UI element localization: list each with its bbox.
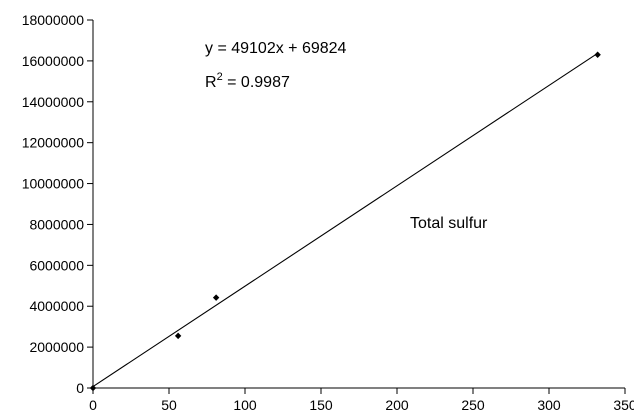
r-squared-superscript: 2 xyxy=(217,71,223,83)
x-tick-label-3: 150 xyxy=(309,397,333,413)
y-tick-label-1: 2000000 xyxy=(29,339,84,355)
y-tick-label-4: 8000000 xyxy=(29,216,84,232)
x-tick-label-2: 100 xyxy=(233,397,257,413)
y-ticks: 0 2000000 4000000 6000000 8000000 10000000 120… xyxy=(22,12,93,396)
x-tick-label-0: 0 xyxy=(89,397,97,413)
y-tick-label-6: 12000000 xyxy=(22,135,85,151)
data-point-1 xyxy=(174,332,182,340)
y-tick-label-7: 14000000 xyxy=(22,94,85,110)
y-tick-label-2: 4000000 xyxy=(29,298,84,314)
y-tick-label-0: 0 xyxy=(76,380,84,396)
data-point-3 xyxy=(594,51,601,58)
data-points xyxy=(89,51,601,392)
trendline xyxy=(92,52,598,388)
r-squared-label: R2 = 0.9987 xyxy=(205,71,290,91)
equation-label: y = 49102x + 69824 xyxy=(205,40,347,57)
x-tick-label-5: 250 xyxy=(461,397,485,413)
data-point-2 xyxy=(212,294,220,301)
y-tick-label-5: 10000000 xyxy=(22,176,85,192)
y-tick-label-3: 6000000 xyxy=(29,257,84,273)
x-ticks: 0 50 100 150 200 250 300 350 xyxy=(89,388,634,413)
x-tick-label-1: 50 xyxy=(161,397,177,413)
r-squared-value: = 0.9987 xyxy=(223,74,290,91)
data-point-0 xyxy=(89,384,97,392)
x-tick-label-7: 350 xyxy=(613,397,634,413)
axes xyxy=(92,20,625,389)
y-tick-label-8: 16000000 xyxy=(22,53,85,69)
series-label: Total sulfur xyxy=(410,215,488,232)
y-tick-label-9: 18000000 xyxy=(22,12,85,28)
r-squared-prefix: R xyxy=(205,74,217,91)
x-tick-label-4: 200 xyxy=(385,397,409,413)
x-tick-label-6: 300 xyxy=(537,397,561,413)
